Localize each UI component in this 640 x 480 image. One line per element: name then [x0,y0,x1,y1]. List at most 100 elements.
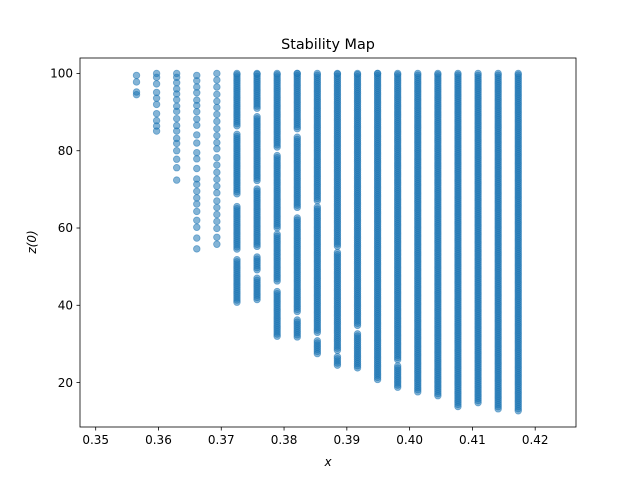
data-point [273,151,281,160]
y-tick-label: 80 [58,144,73,158]
data-point [152,116,161,125]
data-point [213,175,221,184]
data-point [253,185,261,193]
y-axis-ticks: 20 40 60 80 100 [50,67,80,390]
x-tick-label: 0.37 [208,433,235,447]
data-point [172,176,181,184]
data-point [213,110,221,119]
data-point [193,216,201,224]
data-point [172,155,181,163]
data-point [213,203,221,212]
data-point [172,121,181,130]
data-point [273,69,281,78]
data-point [193,155,201,163]
data-point [213,168,221,177]
y-tick-label: 60 [58,221,73,235]
data-point [253,113,261,121]
data-point [172,164,181,172]
x-axis-label: x [323,455,332,469]
data-point [414,69,422,78]
data-point [213,182,221,190]
data-point [393,362,402,370]
x-axis-ticks: 0.35 0.36 0.37 0.38 0.39 0.40 0.41 0.42 [82,427,549,447]
data-point [213,97,221,105]
data-point [213,131,221,140]
data-point [293,69,301,78]
x-tick-label: 0.42 [522,433,549,447]
data-point [193,148,201,157]
data-point [253,274,261,282]
data-point [514,69,522,78]
data-point [293,316,301,324]
data-point [213,189,221,197]
chart-title: Stability Map [281,37,375,53]
x-tick-label: 0.41 [459,433,486,447]
data-point [152,80,161,88]
data-point [213,117,221,126]
y-axis-label: z(0) [25,230,39,254]
data-point [213,210,221,219]
data-point [253,253,261,261]
data-point [193,223,201,231]
x-tick-label: 0.36 [145,433,172,447]
data-point [434,69,442,78]
data-point [273,287,281,296]
data-point [172,134,181,143]
data-point [213,233,221,241]
data-point [193,164,201,173]
data-point [213,69,221,78]
data-point [333,248,342,257]
data-point [132,88,141,96]
data-point [353,69,362,78]
x-tick-label: 0.39 [333,433,360,447]
data-point [132,78,141,86]
data-point [193,194,201,202]
data-point [233,130,241,139]
data-point [373,69,382,78]
data-point [193,245,201,253]
x-tick-label: 0.38 [271,433,298,447]
data-point [193,108,201,116]
data-point [132,71,141,80]
data-point [193,200,201,208]
data-point [213,103,221,112]
data-point [172,147,181,155]
data-point [253,69,261,78]
data-point [333,69,342,78]
data-point [152,109,161,118]
data-point [213,217,221,226]
data-point [193,96,201,104]
data-point [454,69,462,78]
data-point [233,255,241,264]
data-point [172,85,181,93]
data-point [213,90,221,99]
data-point [193,175,201,183]
y-tick-label: 20 [58,376,73,390]
data-point [193,71,201,80]
data-point [233,69,241,78]
data-point [152,88,161,97]
data-point [293,214,301,222]
data-point [193,131,201,139]
data-point [313,337,322,345]
data-point [213,197,221,205]
data-point [353,330,362,338]
data-point [293,133,301,141]
data-point [172,114,181,123]
data-point [333,352,342,361]
data-point [213,240,221,248]
data-point [213,161,221,169]
data-point [233,202,241,211]
data-point [193,83,201,91]
data-point [273,230,281,238]
data-point [172,69,181,78]
data-point [193,115,201,123]
data-point [193,139,201,147]
data-point [313,69,322,78]
data-point [213,125,221,133]
data-point [193,121,201,129]
data-point [193,187,201,195]
data-point [213,224,221,233]
points-layer [132,69,522,415]
